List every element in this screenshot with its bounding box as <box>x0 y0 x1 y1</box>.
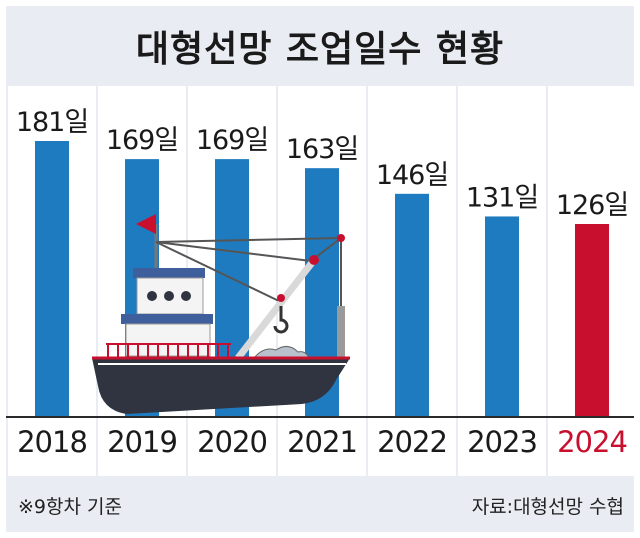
porthole <box>164 291 174 301</box>
value-label-2021: 163일 <box>286 134 358 165</box>
category-label-2024: 2024 <box>557 425 627 459</box>
bar-2018 <box>35 141 69 417</box>
chart-frame: 181일 169일 169일 163일 146일 131일 126일 2018 2019 2020… <box>6 6 634 532</box>
deck-railing <box>106 343 231 358</box>
value-label-2022: 146일 <box>376 160 448 191</box>
value-label-2024: 126일 <box>556 190 628 221</box>
category-label-2019: 2019 <box>107 425 177 459</box>
category-label-2021: 2021 <box>287 425 357 459</box>
category-label-2023: 2023 <box>467 425 537 459</box>
category-label-2018: 2018 <box>17 425 87 459</box>
fishing-boat-illustration <box>92 214 350 414</box>
hook-pulley <box>277 294 285 302</box>
bar-chart: 181일 169일 169일 163일 146일 131일 126일 2018 2019 2020… <box>6 86 634 476</box>
footnote: ※9항차 기준 <box>18 496 122 518</box>
chart-title: 대형선망 조업일수 현황 <box>135 29 505 70</box>
crane-boom <box>235 257 317 361</box>
value-labels: 181일 169일 169일 163일 146일 131일 126일 <box>16 107 629 221</box>
value-label-2023: 131일 <box>466 182 538 213</box>
bar-2024 <box>575 224 609 417</box>
rigging-line <box>155 241 312 262</box>
cabin-roof <box>133 268 205 278</box>
bar-2023 <box>485 216 519 417</box>
value-label-2020: 169일 <box>196 125 268 156</box>
value-label-2019: 169일 <box>106 125 178 156</box>
porthole <box>147 291 157 301</box>
porthole <box>181 291 191 301</box>
hook-icon <box>273 306 289 334</box>
crane-tip <box>309 255 319 265</box>
rigging-line <box>155 237 342 243</box>
source-note: 자료:대형선망 수협 <box>471 496 624 518</box>
pennant-flag <box>136 214 156 234</box>
category-label-2022: 2022 <box>377 425 447 459</box>
bar-2022 <box>395 193 429 417</box>
category-label-2020: 2020 <box>197 425 267 459</box>
rigging-line <box>155 241 282 303</box>
category-labels: 2018 2019 2020 2021 2022 2023 2024 <box>17 425 628 459</box>
boat-hull <box>92 358 350 414</box>
value-label-2018: 181일 <box>16 107 88 138</box>
mast-tip <box>337 234 345 242</box>
cabin-deck-band <box>121 314 213 324</box>
rear-mast <box>337 306 345 366</box>
